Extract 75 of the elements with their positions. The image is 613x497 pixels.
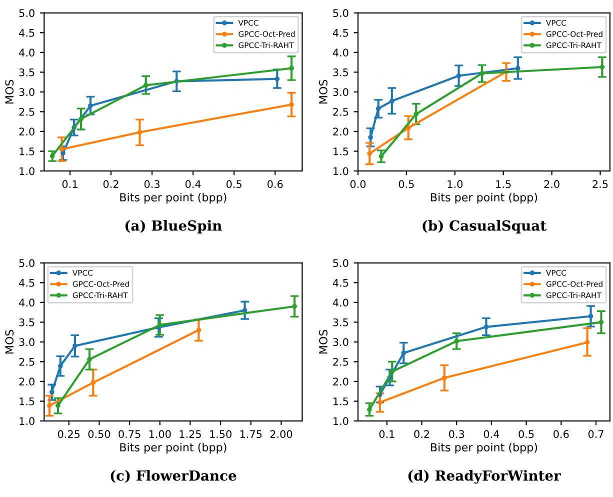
y-tick-label: 1.0	[20, 417, 34, 426]
x-tick-label: 2.0	[544, 180, 560, 188]
x-tick-label: 0.5	[518, 430, 534, 438]
y-tick-label: 3.5	[333, 68, 348, 76]
y-tick-label: 2.5	[19, 358, 34, 366]
y-tick-label: 1.0	[20, 167, 34, 176]
y-axis-title: MOS	[319, 80, 328, 104]
y-tick-label: 1.0	[334, 167, 348, 176]
y-tick-label: 4.0	[19, 48, 34, 57]
y-tick-label: 1.5	[20, 148, 34, 156]
x-tick-label: 1.0	[448, 180, 462, 188]
y-tick-label: 3.0	[333, 88, 348, 96]
x-tick-label: 0.3	[144, 180, 160, 188]
y-tick-label: 5.0	[333, 259, 348, 268]
x-tick-label: 1.50	[210, 430, 232, 438]
x-tick-label: 0.75	[118, 430, 140, 438]
x-tick-label: 0.4	[484, 430, 500, 438]
y-tick-label: 1.5	[20, 398, 34, 406]
y-tick-label: 4.5	[19, 279, 34, 287]
y-axis-title: MOS	[5, 80, 14, 104]
x-tick-label: 0.2	[103, 180, 118, 188]
x-tick-label: 0.2	[414, 430, 429, 438]
y-tick-label: 1.5	[334, 148, 348, 156]
x-axis-title: Bits per point (bpp)	[120, 442, 226, 454]
y-tick-label: 4.0	[19, 298, 34, 307]
x-tick-label: 1.00	[149, 430, 171, 438]
y-tick-label: 2.0	[19, 378, 34, 386]
y-tick-label: 2.0	[19, 128, 34, 136]
x-tick-label: 1.25	[180, 430, 201, 438]
y-axis-title: MOS	[319, 330, 328, 354]
y-tick-label: 3.0	[19, 88, 34, 96]
x-tick-label: 2.00	[270, 430, 292, 438]
y-tick-label: 1.0	[334, 417, 348, 426]
x-axis-title: Bits per point (bpp)	[120, 192, 226, 204]
text: (a) BlueSpin	[125, 220, 222, 234]
text: (b) CasualSquat	[422, 220, 546, 234]
y-tick-label: 3.5	[19, 68, 34, 76]
x-tick-label: 0.6	[268, 180, 283, 188]
y-tick-label: 3.5	[333, 318, 348, 326]
x-tick-label: 0.3	[449, 430, 464, 438]
y-tick-label: 1.5	[334, 398, 348, 406]
y-tick-label: 3.0	[333, 338, 348, 346]
y-tick-label: 2.5	[333, 358, 348, 366]
x-tick-label: 0.6	[554, 430, 569, 438]
x-tick-label: 0.5	[398, 180, 414, 188]
y-tick-label: 2.0	[333, 128, 348, 136]
x-axis-title: Bits per point (bpp)	[431, 442, 538, 454]
y-tick-label: 2.0	[333, 378, 348, 386]
y-tick-label: 4.5	[19, 29, 34, 37]
x-tick-label: 2.5	[592, 180, 608, 188]
y-axis-title: MOS	[5, 330, 14, 354]
text: (d) ReadyForWinter	[408, 470, 562, 484]
y-tick-label: 5.0	[333, 9, 348, 18]
y-tick-label: 4.0	[332, 298, 348, 307]
x-tick-label: 1.5	[496, 180, 511, 188]
y-tick-label: 3.5	[19, 318, 34, 326]
x-tick-label: 0.5	[226, 180, 242, 188]
x-tick-label: 0.1	[379, 430, 394, 438]
x-axis-title: Bits per point (bpp)	[431, 192, 538, 204]
x-tick-label: 0.7	[588, 430, 604, 438]
text: (c) FlowerDance	[110, 470, 236, 483]
y-tick-label: 3.0	[19, 338, 34, 346]
y-tick-label: 4.5	[332, 279, 348, 287]
y-tick-label: 4.5	[332, 29, 348, 37]
x-tick-label: 0.4	[185, 180, 201, 188]
x-tick-label: 1.75	[240, 430, 262, 438]
x-tick-label: 0.50	[88, 430, 110, 438]
y-tick-label: 2.5	[19, 108, 34, 116]
x-tick-label: 0.1	[62, 180, 78, 188]
x-tick-label: 0.25	[58, 430, 80, 438]
x-tick-label: 0.0	[350, 180, 366, 188]
y-tick-label: 5.0	[19, 9, 34, 18]
y-tick-label: 2.5	[333, 108, 348, 116]
y-tick-label: 4.0	[332, 48, 348, 57]
y-tick-label: 5.0	[19, 259, 34, 268]
